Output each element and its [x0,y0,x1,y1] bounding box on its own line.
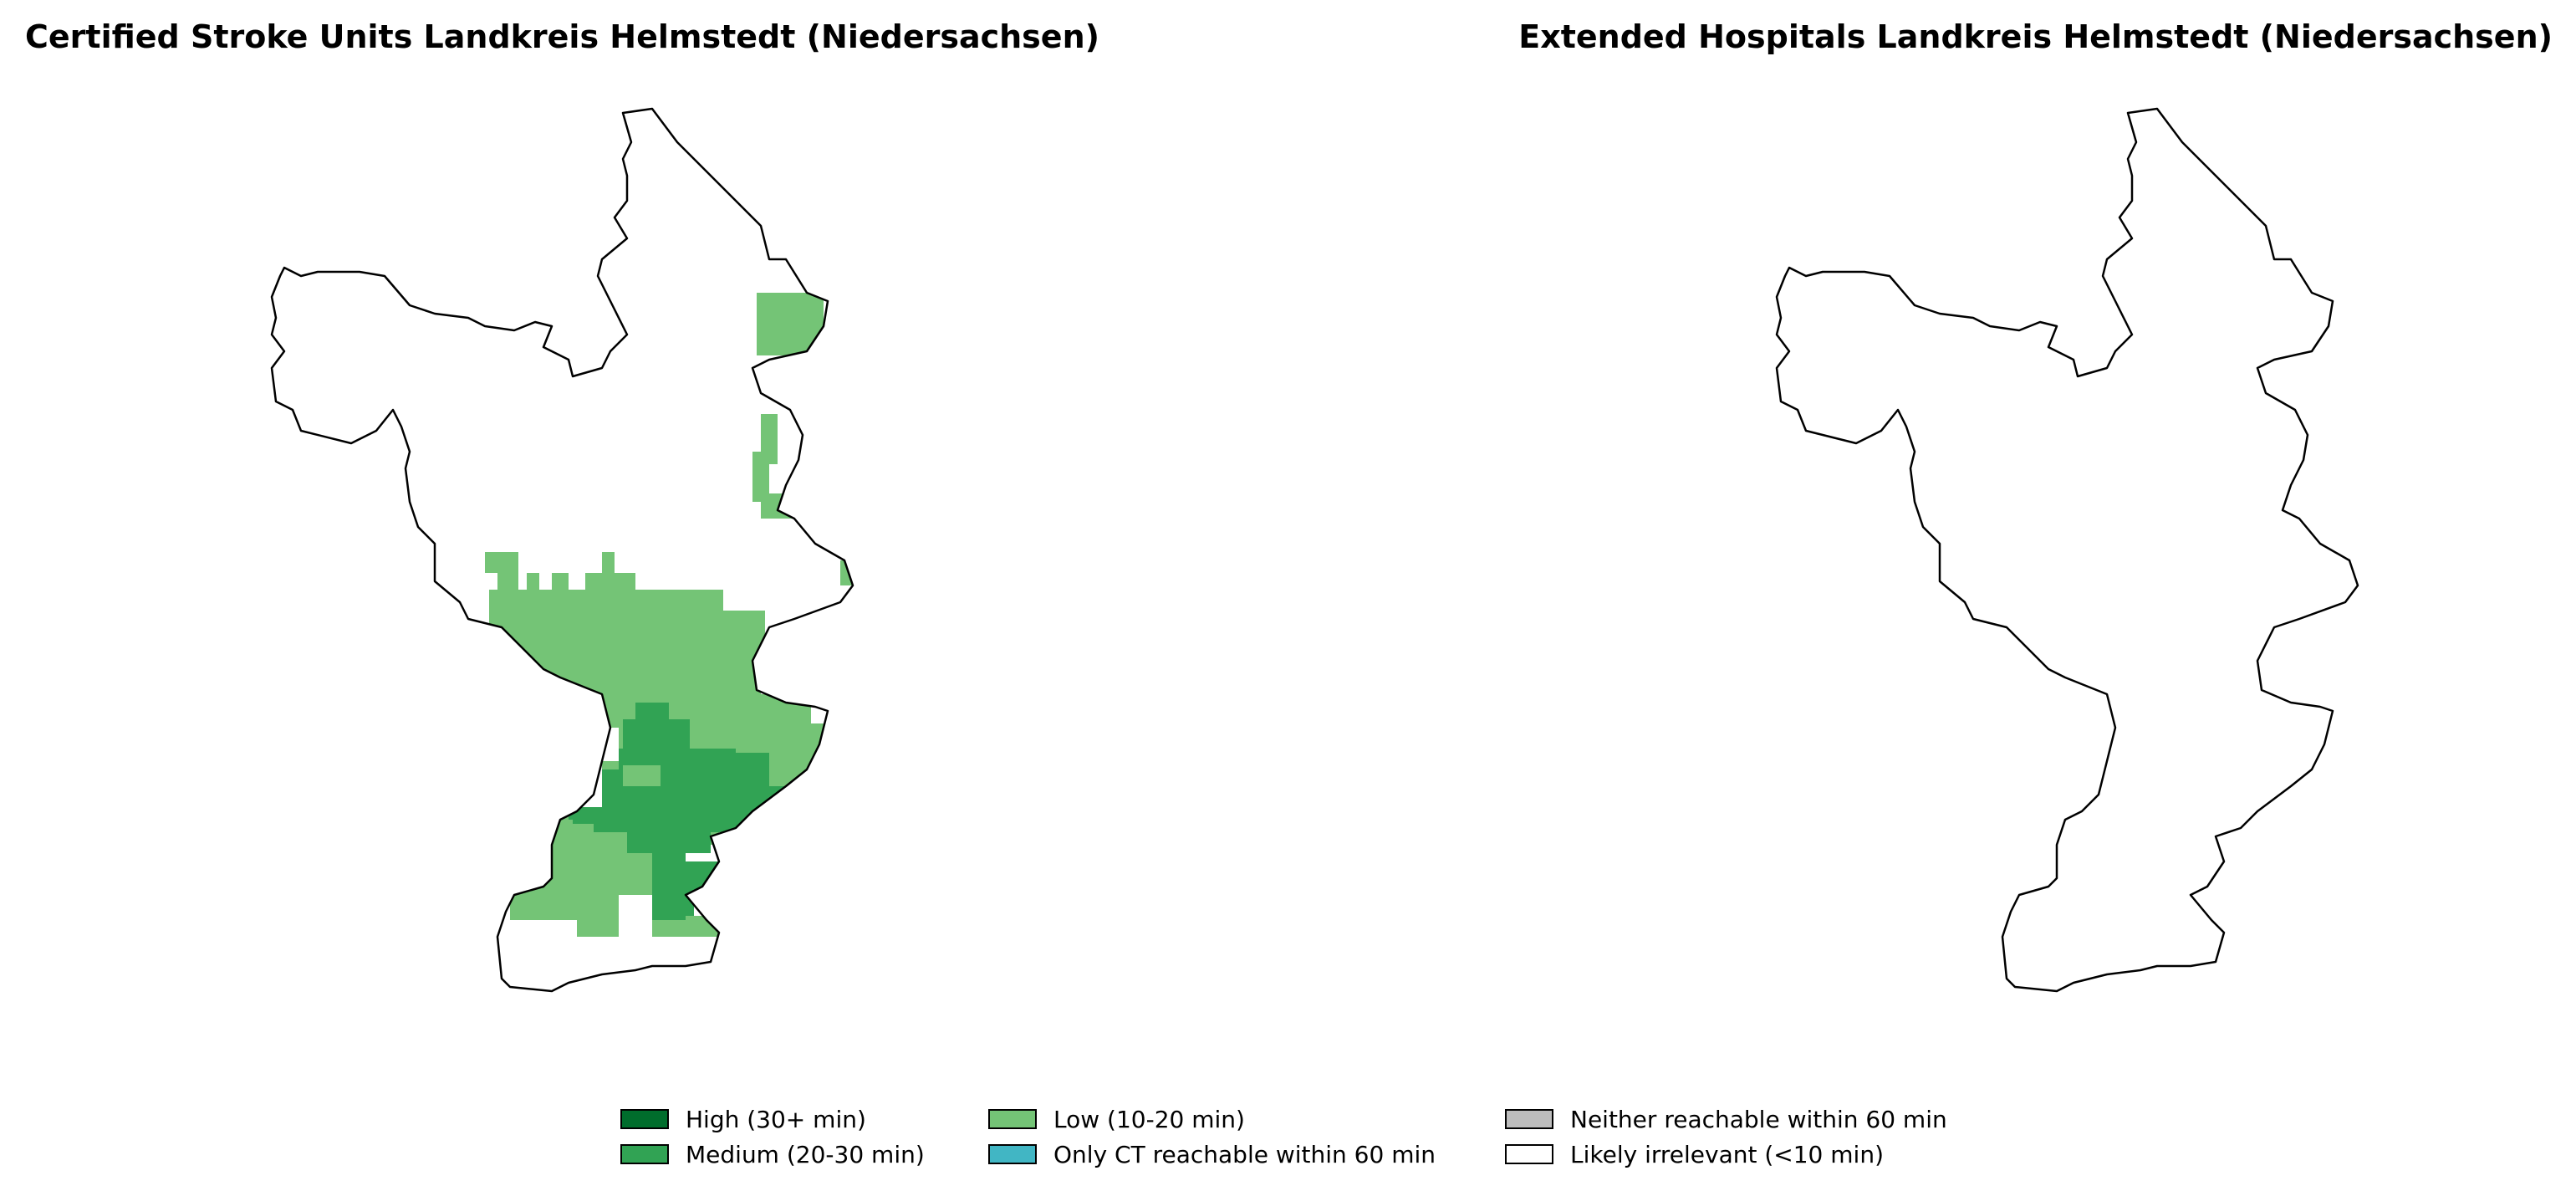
legend-item-only-ct: Only CT reachable within 60 min [988,1139,1436,1169]
district-outline [1775,107,2359,993]
map-legend: High (30+ min) Medium (20-30 min) Low (1… [0,1104,2576,1179]
legend-item-low: Low (10-20 min) [988,1104,1245,1134]
legend-swatch-irrelevant [1505,1144,1553,1164]
legend-swatch-low [988,1109,1037,1129]
legend-label-high: High (30+ min) [686,1105,866,1133]
legend-label-only-ct: Only CT reachable within 60 min [1053,1140,1436,1168]
accessibility-grid [485,293,853,937]
legend-swatch-only-ct [988,1144,1037,1164]
legend-swatch-high [620,1109,669,1129]
legend-label-neither: Neither reachable within 60 min [1570,1105,1947,1133]
district-outline [270,107,854,993]
legend-label-irrelevant: Likely irrelevant (<10 min) [1570,1140,1884,1168]
legend-label-low: Low (10-20 min) [1053,1105,1245,1133]
legend-item-neither: Neither reachable within 60 min [1505,1104,1947,1134]
map-panel-stroke-units [17,92,1187,1062]
legend-label-medium: Medium (20-30 min) [686,1140,925,1168]
legend-item-medium: Medium (20-30 min) [620,1139,925,1169]
map-title-extended-hospitals: Extended Hospitals Landkreis Helmstedt (… [1518,18,2553,55]
legend-swatch-medium [620,1144,669,1164]
legend-swatch-neither [1505,1109,1553,1129]
map-panel-extended-hospitals [1354,92,2525,1062]
map-title-stroke-units: Certified Stroke Units Landkreis Helmste… [25,18,1099,55]
legend-item-irrelevant: Likely irrelevant (<10 min) [1505,1139,1884,1169]
legend-item-high: High (30+ min) [620,1104,866,1134]
